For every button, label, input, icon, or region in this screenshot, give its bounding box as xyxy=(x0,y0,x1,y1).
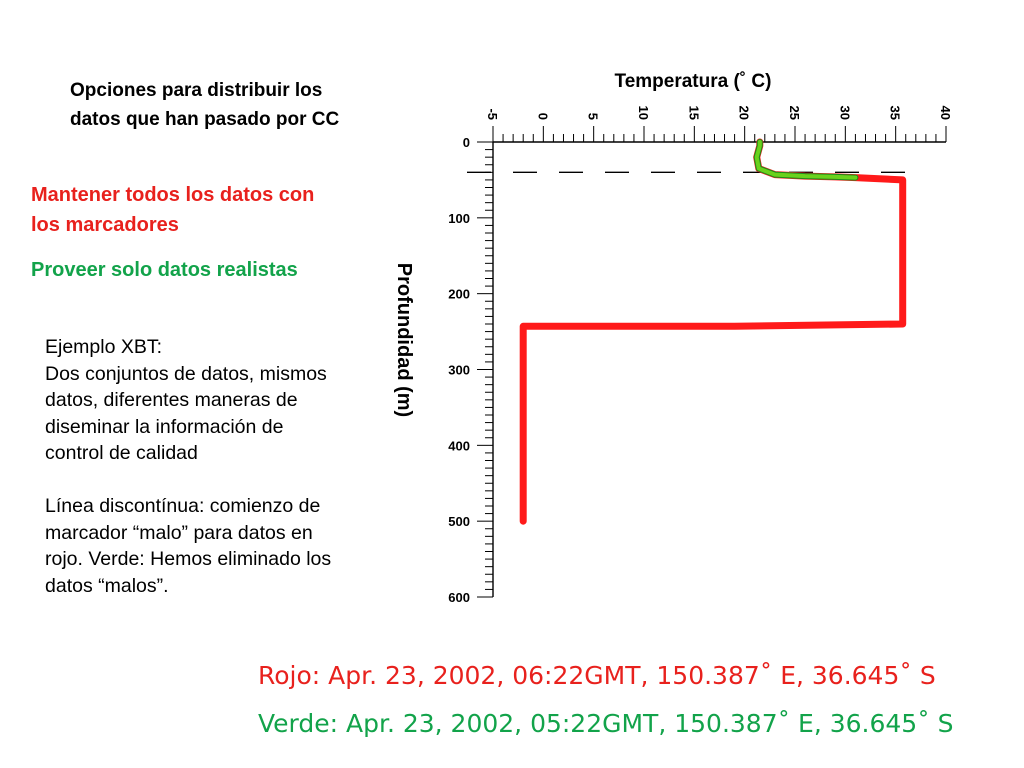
chart-axes xyxy=(492,141,946,597)
x-tick-label: 30 xyxy=(837,106,852,120)
x-tick-label: 25 xyxy=(787,106,802,120)
x-axis-label: Temperatura (˚ C) xyxy=(615,71,772,92)
series-red-line xyxy=(519,138,907,525)
y-tick-label: 100 xyxy=(448,211,470,226)
x-tick-label: 35 xyxy=(888,106,903,120)
y-tick-label: 500 xyxy=(448,514,470,529)
x-tick-label: 15 xyxy=(686,106,701,120)
red-option-line-2: los marcadores xyxy=(31,214,179,236)
red-option-text: Mantener todos los datos con los marcado… xyxy=(31,180,401,240)
green-option-text: Proveer solo datos realistas xyxy=(31,259,298,281)
series-green-line xyxy=(754,140,858,180)
chart-series xyxy=(519,138,907,525)
title-line-2: datos que han pasado por CC xyxy=(70,109,340,130)
x-tick-label: 10 xyxy=(636,106,651,120)
x-tick-label: 0 xyxy=(535,113,550,120)
x-tick-label: 5 xyxy=(586,113,601,120)
x-tick-label: 40 xyxy=(938,106,953,120)
x-tick-label: 20 xyxy=(737,106,752,120)
footer-red-metadata: Rojo: Apr. 23, 2002, 06:22GMT, 150.387˚ … xyxy=(258,661,936,690)
y-tick-label: 300 xyxy=(448,363,470,378)
title-line-1: Opciones para distribuir los xyxy=(70,80,323,101)
y-tick-label: 0 xyxy=(463,135,470,150)
y-tick-label: 400 xyxy=(448,438,470,453)
y-axis-label: Profundidad (m) xyxy=(393,263,415,417)
y-tick-label: 200 xyxy=(448,287,470,302)
slide-title: Opciones para distribuir los datos que h… xyxy=(70,76,440,134)
footer-green-metadata: Verde: Apr. 23, 2002, 05:22GMT, 150.387˚… xyxy=(258,709,954,738)
xbt-example-text: Ejemplo XBT: Dos conjuntos de datos, mis… xyxy=(45,336,332,597)
x-tick-label: -5 xyxy=(485,108,500,120)
y-tick-label: 600 xyxy=(448,590,470,605)
red-option-line-1: Mantener todos los datos con xyxy=(31,184,315,206)
